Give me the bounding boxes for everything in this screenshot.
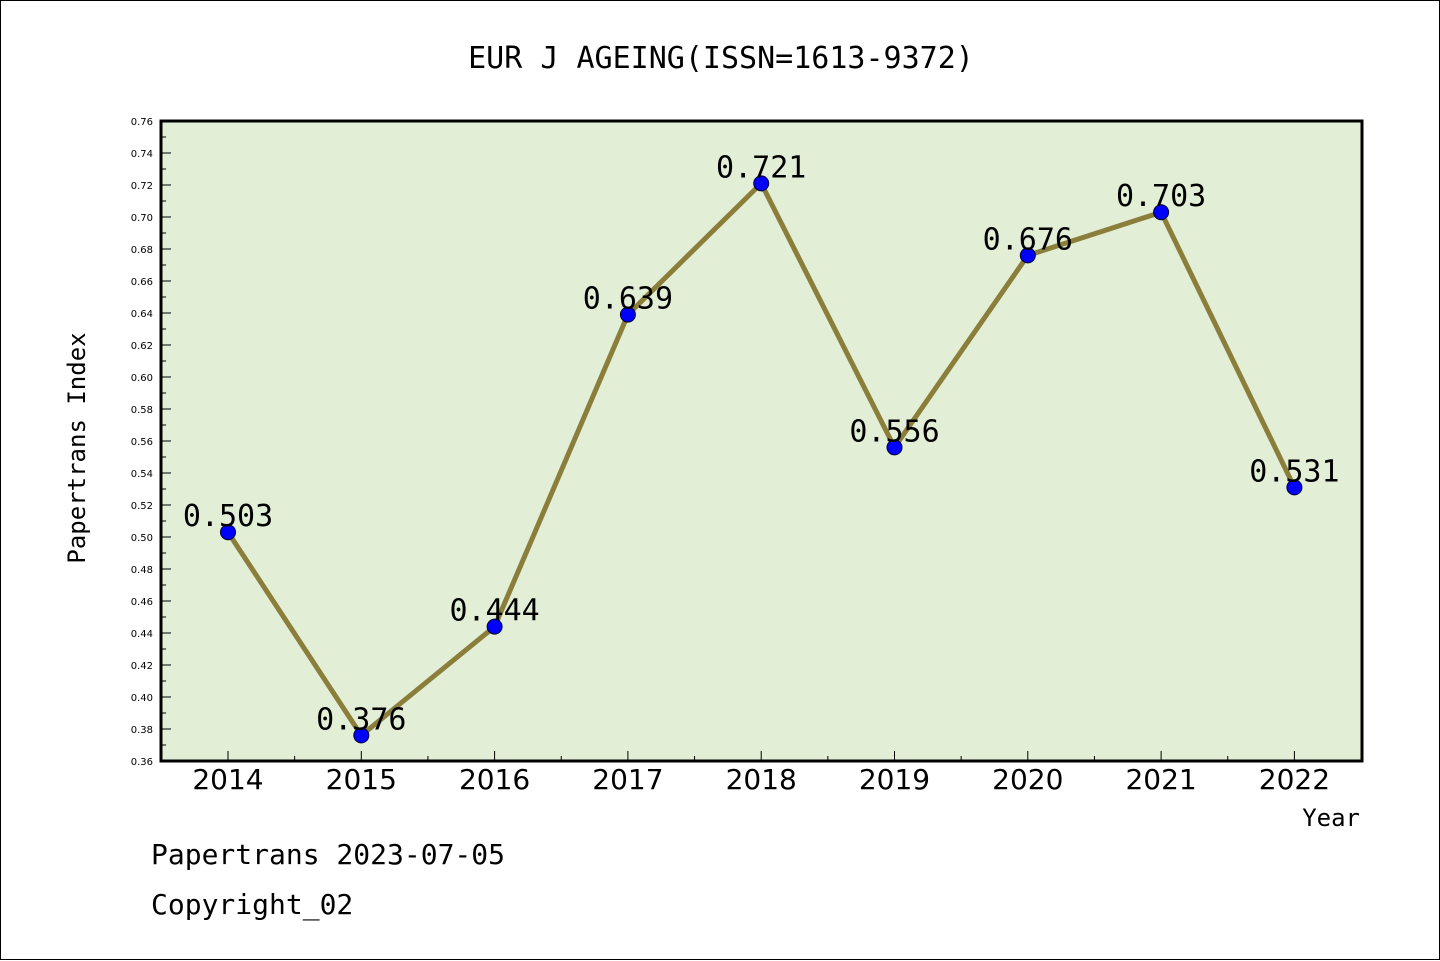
y-tick-label: 0.38 (131, 725, 153, 736)
data-point (1153, 204, 1170, 221)
y-tick-label: 0.74 (131, 149, 153, 160)
x-axis-title: Year (1302, 804, 1360, 832)
x-tick-label: 2015 (326, 763, 397, 796)
plot-area (159, 119, 1364, 763)
y-axis: 0.36 0.38 0.40 0.42 0.44 0.46 0.48 0.50 0.52 0.54… (131, 117, 171, 768)
data-label: 0.676 (983, 222, 1073, 257)
y-tick-label: 0.56 (131, 437, 153, 448)
data-point (619, 306, 636, 323)
data-point (886, 439, 903, 456)
y-tick-label: 0.64 (131, 309, 153, 320)
data-label: 0.721 (716, 150, 806, 185)
y-tick-label: 0.52 (131, 501, 153, 512)
data-label: 0.531 (1249, 454, 1339, 489)
y-tick-label: 0.70 (131, 213, 153, 224)
x-tick-label: 2014 (192, 763, 263, 796)
y-tick-label: 0.72 (131, 181, 153, 192)
footer-date: Papertrans 2023-07-05 (151, 838, 505, 871)
y-tick-label: 0.42 (131, 661, 153, 672)
series-line-group (220, 175, 1303, 744)
x-tick-label: 2019 (859, 763, 930, 796)
data-label: 0.376 (316, 702, 406, 737)
data-label: 0.639 (583, 282, 673, 317)
data-point (486, 618, 503, 635)
y-tick-label: 0.66 (131, 277, 153, 288)
data-label: 0.503 (183, 499, 273, 534)
data-point (753, 175, 770, 192)
x-tick-label: 2021 (1125, 763, 1196, 796)
y-tick-label: 0.68 (131, 245, 153, 256)
data-label: 0.703 (1116, 179, 1206, 214)
y-tick-label: 0.50 (131, 533, 153, 544)
x-tick-label: 2017 (592, 763, 663, 796)
data-point (1286, 479, 1303, 496)
y-tick-label: 0.36 (131, 757, 153, 768)
footer-copyright: Copyright_02 (151, 888, 353, 922)
y-tick-label: 0.54 (131, 469, 153, 480)
x-tick-label: 2022 (1259, 763, 1330, 796)
y-tick-label: 0.46 (131, 597, 153, 608)
y-tick-label: 0.60 (131, 373, 153, 384)
y-tick-label: 0.44 (131, 629, 153, 640)
x-tick-label: 2018 (726, 763, 797, 796)
x-axis: 2014 2015 2016 2017 2018 2019 2020 2021 2022 (192, 751, 1330, 796)
data-label: 0.444 (449, 594, 539, 629)
y-axis-title: Papertrans Index (63, 332, 91, 563)
data-labels-group: 0.503 0.376 0.444 0.639 0.721 0.556 0.676 0.703… (183, 150, 1340, 737)
data-point (220, 524, 236, 541)
y-tick-label: 0.48 (131, 565, 153, 576)
data-point (1019, 247, 1036, 264)
y-tick-label: 0.62 (131, 341, 153, 352)
chart-title: EUR J AGEING(ISSN=1613-9372) (468, 41, 974, 76)
x-tick-label: 2020 (992, 763, 1063, 796)
y-tick-label: 0.40 (131, 693, 153, 704)
data-label: 0.556 (849, 414, 939, 449)
y-tick-label: 0.76 (131, 117, 153, 128)
x-tick-label: 2016 (459, 763, 530, 796)
y-tick-label: 0.58 (131, 405, 153, 416)
data-point (353, 727, 370, 744)
